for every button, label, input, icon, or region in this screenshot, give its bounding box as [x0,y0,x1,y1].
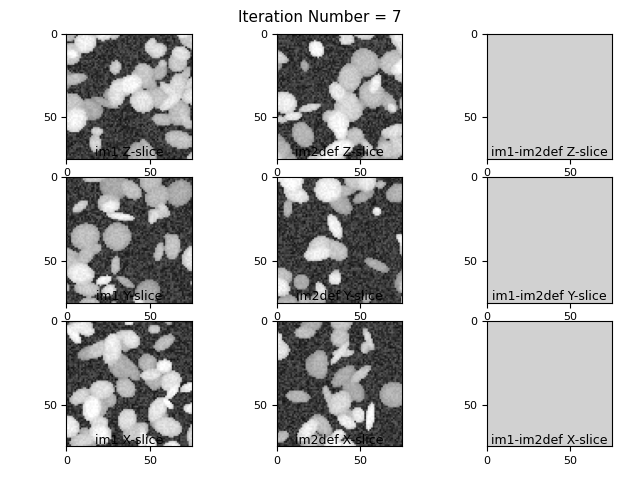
Text: Iteration Number = 7: Iteration Number = 7 [238,10,402,24]
Title: im2def Z-slice: im2def Z-slice [295,146,383,159]
Title: im2def Y-slice: im2def Y-slice [296,290,383,303]
Title: im1 Y-slice: im1 Y-slice [96,290,162,303]
Title: im1-im2def X-slice: im1-im2def X-slice [491,433,607,446]
Title: im2def X-slice: im2def X-slice [295,433,383,446]
Title: im1 X-slice: im1 X-slice [95,433,163,446]
Title: im1-im2def Y-slice: im1-im2def Y-slice [492,290,607,303]
Title: im1 Z-slice: im1 Z-slice [95,146,163,159]
Title: im1-im2def Z-slice: im1-im2def Z-slice [491,146,608,159]
